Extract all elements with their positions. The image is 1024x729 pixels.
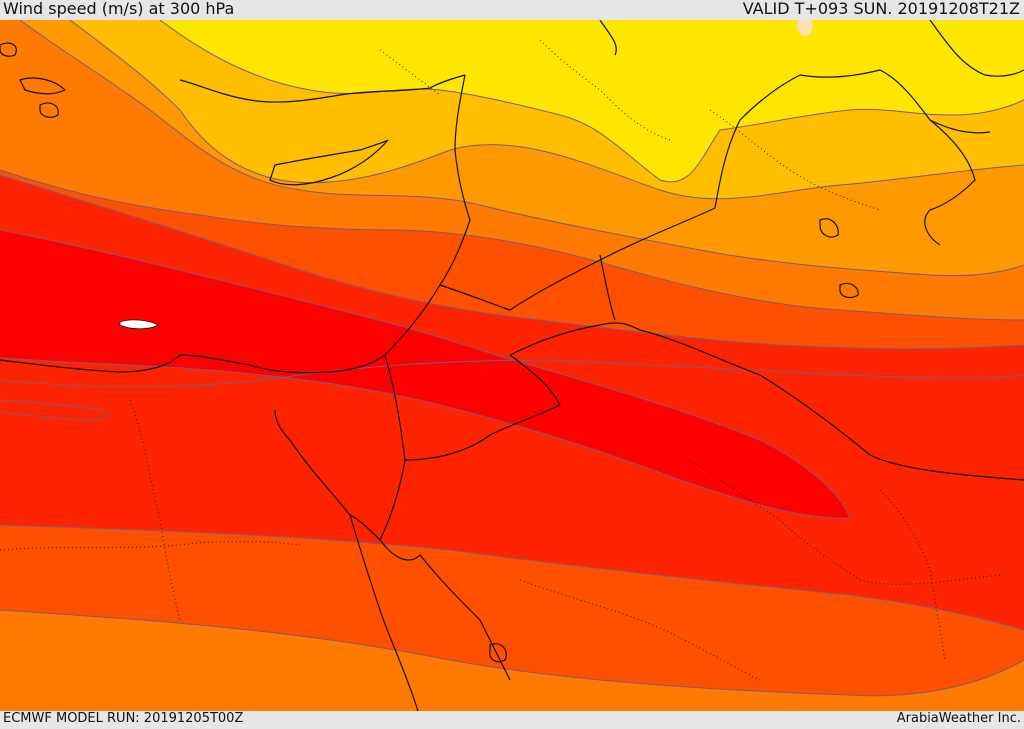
- map-title: Wind speed (m/s) at 300 hPa: [3, 0, 235, 18]
- contour-lines: [0, 20, 1024, 697]
- credit-label: ArabiaWeather Inc.: [896, 711, 1021, 726]
- wind-speed-map: [0, 20, 1024, 711]
- jet-core: [0, 230, 850, 519]
- coastlines: [0, 20, 1024, 711]
- band-yellow: [160, 20, 1024, 182]
- lake: [119, 319, 159, 330]
- model-run-label: ECMWF MODEL RUN: 20191205T00Z: [3, 711, 244, 726]
- footer-bar: ECMWF MODEL RUN: 20191205T00Z ArabiaWeat…: [0, 711, 1024, 729]
- admin-boundaries: [0, 39, 1001, 681]
- valid-time: VALID T+093 SUN. 20191208T21Z: [742, 0, 1020, 18]
- pale-patch: [797, 20, 813, 36]
- header-bar: Wind speed (m/s) at 300 hPa VALID T+093 …: [0, 0, 1024, 20]
